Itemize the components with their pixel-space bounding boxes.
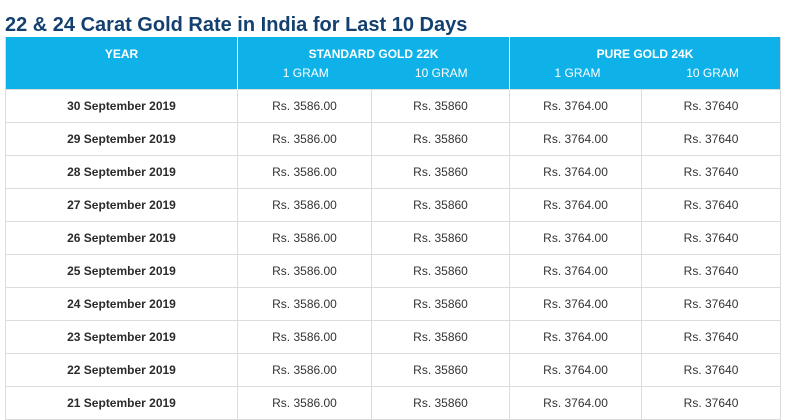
gold24-1gram-header: 1 GRAM xyxy=(554,66,601,80)
gold22-10gram-cell: Rs. 35860 xyxy=(370,188,511,222)
gold24-10gram-cell: Rs. 37640 xyxy=(641,386,782,420)
gold22-10gram-cell: Rs. 35860 xyxy=(370,89,511,123)
gold24-10gram-cell: Rs. 37640 xyxy=(641,89,782,123)
gold22-10gram-cell: Rs. 35860 xyxy=(370,221,511,255)
date-cell: 29 September 2019 xyxy=(5,122,238,156)
gold22-1gram-header: 1 GRAM xyxy=(282,66,329,80)
gold22-10gram-cell: Rs. 35860 xyxy=(370,122,511,156)
table-row: 21 September 2019 Rs. 3586.00 Rs. 35860 … xyxy=(5,386,782,420)
gold22-header-label: STANDARD GOLD 22K xyxy=(308,47,439,61)
gold24-10gram-cell: Rs. 37640 xyxy=(641,122,782,156)
date-cell: 30 September 2019 xyxy=(5,89,238,123)
page-title: 22 & 24 Carat Gold Rate in India for Las… xyxy=(5,14,468,37)
gold22-1gram-cell: Rs. 3586.00 xyxy=(237,221,372,255)
gold22-1gram-cell: Rs. 3586.00 xyxy=(237,155,372,189)
gold24-subheaders: 1 GRAM 10 GRAM xyxy=(510,66,780,80)
date-cell: 24 September 2019 xyxy=(5,287,238,321)
table-header: YEAR STANDARD GOLD 22K 1 GRAM 10 GRAM PU… xyxy=(5,37,782,90)
table-row: 27 September 2019 Rs. 3586.00 Rs. 35860 … xyxy=(5,188,782,222)
date-cell: 22 September 2019 xyxy=(5,353,238,387)
year-header: YEAR xyxy=(5,37,238,90)
table-row: 29 September 2019 Rs. 3586.00 Rs. 35860 … xyxy=(5,122,782,156)
gold24-10gram-cell: Rs. 37640 xyxy=(641,155,782,189)
table-row: 30 September 2019 Rs. 3586.00 Rs. 35860 … xyxy=(5,89,782,123)
gold24-1gram-cell: Rs. 3764.00 xyxy=(509,221,643,255)
table-row: 25 September 2019 Rs. 3586.00 Rs. 35860 … xyxy=(5,254,782,288)
gold24-10gram-cell: Rs. 37640 xyxy=(641,353,782,387)
gold22-1gram-cell: Rs. 3586.00 xyxy=(237,89,372,123)
gold22-10gram-cell: Rs. 35860 xyxy=(370,353,511,387)
gold24-10gram-header: 10 GRAM xyxy=(686,66,739,80)
header-row: YEAR STANDARD GOLD 22K 1 GRAM 10 GRAM PU… xyxy=(5,37,782,90)
gold24-1gram-cell: Rs. 3764.00 xyxy=(509,155,643,189)
gold24-1gram-cell: Rs. 3764.00 xyxy=(509,353,643,387)
year-header-label: YEAR xyxy=(104,47,139,61)
gold22-10gram-cell: Rs. 35860 xyxy=(370,287,511,321)
gold22-1gram-cell: Rs. 3586.00 xyxy=(237,320,372,354)
gold22-10gram-cell: Rs. 35860 xyxy=(370,155,511,189)
date-cell: 28 September 2019 xyxy=(5,155,238,189)
gold24-1gram-cell: Rs. 3764.00 xyxy=(509,89,643,123)
gold24-10gram-cell: Rs. 37640 xyxy=(641,287,782,321)
date-cell: 21 September 2019 xyxy=(5,386,238,420)
gold24-1gram-cell: Rs. 3764.00 xyxy=(509,122,643,156)
table-body: 30 September 2019 Rs. 3586.00 Rs. 35860 … xyxy=(5,89,782,420)
gold22-10gram-header: 10 GRAM xyxy=(414,66,468,80)
table-row: 23 September 2019 Rs. 3586.00 Rs. 35860 … xyxy=(5,320,782,354)
table-row: 24 September 2019 Rs. 3586.00 Rs. 35860 … xyxy=(5,287,782,321)
gold24-1gram-cell: Rs. 3764.00 xyxy=(509,254,643,288)
gold24-10gram-cell: Rs. 37640 xyxy=(641,254,782,288)
gold24-10gram-cell: Rs. 37640 xyxy=(641,221,782,255)
gold22-1gram-cell: Rs. 3586.00 xyxy=(237,188,372,222)
date-cell: 23 September 2019 xyxy=(5,320,238,354)
date-cell: 25 September 2019 xyxy=(5,254,238,288)
gold22-1gram-cell: Rs. 3586.00 xyxy=(237,287,372,321)
table-row: 22 September 2019 Rs. 3586.00 Rs. 35860 … xyxy=(5,353,782,387)
gold24-1gram-cell: Rs. 3764.00 xyxy=(509,287,643,321)
gold22-10gram-cell: Rs. 35860 xyxy=(370,320,511,354)
gold24-header: PURE GOLD 24K 1 GRAM 10 GRAM xyxy=(509,37,782,90)
gold22-1gram-cell: Rs. 3586.00 xyxy=(237,254,372,288)
gold24-1gram-cell: Rs. 3764.00 xyxy=(509,386,643,420)
date-cell: 26 September 2019 xyxy=(5,221,238,255)
gold22-1gram-cell: Rs. 3586.00 xyxy=(237,386,372,420)
gold24-header-label: PURE GOLD 24K xyxy=(596,47,694,61)
date-cell: 27 September 2019 xyxy=(5,188,238,222)
gold24-1gram-cell: Rs. 3764.00 xyxy=(509,320,643,354)
gold24-1gram-cell: Rs. 3764.00 xyxy=(509,188,643,222)
gold-rate-table: YEAR STANDARD GOLD 22K 1 GRAM 10 GRAM PU… xyxy=(5,37,782,420)
gold24-10gram-cell: Rs. 37640 xyxy=(641,188,782,222)
table-row: 28 September 2019 Rs. 3586.00 Rs. 35860 … xyxy=(5,155,782,189)
gold22-10gram-cell: Rs. 35860 xyxy=(370,386,511,420)
table-row: 26 September 2019 Rs. 3586.00 Rs. 35860 … xyxy=(5,221,782,255)
gold22-1gram-cell: Rs. 3586.00 xyxy=(237,122,372,156)
gold22-header: STANDARD GOLD 22K 1 GRAM 10 GRAM xyxy=(236,37,511,90)
gold22-subheaders: 1 GRAM 10 GRAM xyxy=(238,66,509,80)
gold22-10gram-cell: Rs. 35860 xyxy=(370,254,511,288)
gold22-1gram-cell: Rs. 3586.00 xyxy=(237,353,372,387)
gold24-10gram-cell: Rs. 37640 xyxy=(641,320,782,354)
